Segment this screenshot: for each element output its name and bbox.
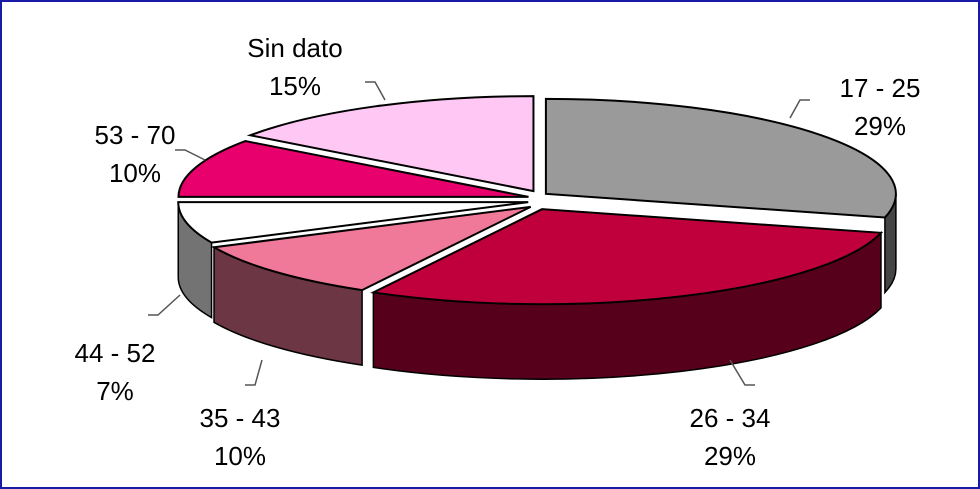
leader-line <box>789 99 810 119</box>
slice-value-label: 15% <box>269 71 321 101</box>
slice-label: 53 - 70 <box>95 120 176 150</box>
leader-line <box>729 359 755 386</box>
slice-label: 26 - 34 <box>690 403 771 433</box>
leader-line <box>148 294 181 316</box>
slice <box>177 140 529 198</box>
slice-value-label: 10% <box>214 441 266 471</box>
leader-line <box>175 149 206 161</box>
slice <box>544 97 897 219</box>
leader-line <box>365 81 386 101</box>
slice-value-label: 29% <box>854 111 906 141</box>
slice-value-label: 10% <box>109 158 161 188</box>
slice-value-label: 29% <box>704 441 756 471</box>
slice-label: Sin dato <box>247 33 342 63</box>
slice <box>210 205 532 292</box>
slice-label: 44 - 52 <box>75 338 156 368</box>
slice-label: 17 - 25 <box>840 73 921 103</box>
leader-line <box>245 359 263 386</box>
slice <box>370 208 884 306</box>
slice <box>246 95 535 193</box>
slice-label: 35 - 43 <box>200 403 281 433</box>
slice-value-label: 7% <box>96 376 134 406</box>
slice <box>177 201 529 244</box>
